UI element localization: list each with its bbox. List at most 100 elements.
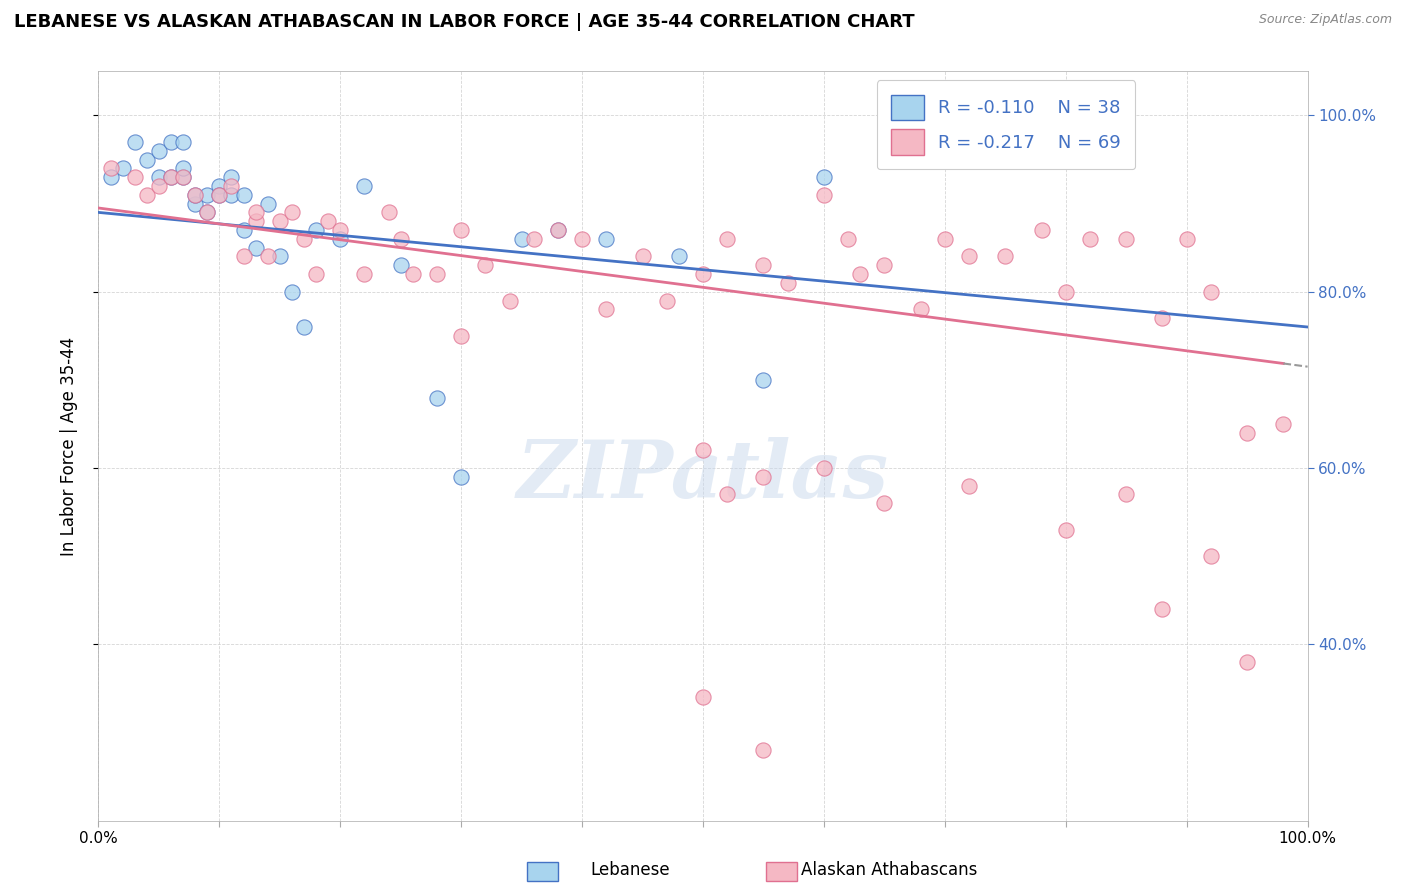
Point — [547, 223, 569, 237]
Point — [873, 496, 896, 510]
Point — [195, 187, 218, 202]
Point — [172, 135, 194, 149]
Point — [389, 258, 412, 272]
Point — [269, 214, 291, 228]
Point — [1115, 232, 1137, 246]
Point — [111, 161, 134, 176]
Point — [281, 285, 304, 299]
Point — [474, 258, 496, 272]
Point — [523, 232, 546, 246]
Point — [245, 241, 267, 255]
Legend: R = -0.110    N = 38, R = -0.217    N = 69: R = -0.110 N = 38, R = -0.217 N = 69 — [877, 80, 1135, 169]
Point — [1199, 285, 1222, 299]
Point — [595, 232, 617, 246]
Point — [450, 470, 472, 484]
Point — [232, 250, 254, 264]
Point — [1152, 311, 1174, 326]
Point — [292, 232, 315, 246]
Point — [716, 487, 738, 501]
Point — [208, 178, 231, 193]
Point — [692, 267, 714, 281]
Point — [316, 214, 339, 228]
Point — [450, 328, 472, 343]
Point — [221, 187, 243, 202]
Point — [776, 276, 799, 290]
Point — [135, 187, 157, 202]
Point — [1054, 523, 1077, 537]
Point — [172, 161, 194, 176]
Y-axis label: In Labor Force | Age 35-44: In Labor Force | Age 35-44 — [59, 336, 77, 556]
Point — [837, 232, 859, 246]
Point — [1175, 232, 1198, 246]
Point — [402, 267, 425, 281]
Point — [813, 170, 835, 185]
Point — [305, 267, 328, 281]
Point — [1152, 602, 1174, 616]
Point — [873, 258, 896, 272]
Text: Lebanese: Lebanese — [591, 861, 671, 879]
Point — [692, 443, 714, 458]
Point — [269, 250, 291, 264]
Point — [595, 302, 617, 317]
Point — [184, 187, 207, 202]
Point — [160, 170, 183, 185]
Point — [208, 187, 231, 202]
Point — [232, 223, 254, 237]
Point — [329, 223, 352, 237]
Point — [389, 232, 412, 246]
Point — [184, 187, 207, 202]
Point — [195, 205, 218, 219]
Point — [135, 153, 157, 167]
Point — [329, 232, 352, 246]
Point — [124, 135, 146, 149]
Point — [256, 196, 278, 211]
Point — [172, 170, 194, 185]
Point — [100, 161, 122, 176]
Point — [160, 135, 183, 149]
Point — [631, 250, 654, 264]
Point — [752, 373, 775, 387]
Point — [655, 293, 678, 308]
Text: LEBANESE VS ALASKAN ATHABASCAN IN LABOR FORCE | AGE 35-44 CORRELATION CHART: LEBANESE VS ALASKAN ATHABASCAN IN LABOR … — [14, 13, 915, 31]
Point — [1199, 549, 1222, 564]
Text: ZIPatlas: ZIPatlas — [517, 437, 889, 515]
Point — [752, 470, 775, 484]
Point — [245, 214, 267, 228]
Point — [934, 232, 956, 246]
Text: Source: ZipAtlas.com: Source: ZipAtlas.com — [1258, 13, 1392, 27]
Point — [100, 170, 122, 185]
Point — [571, 232, 593, 246]
Point — [910, 302, 932, 317]
Point — [668, 250, 690, 264]
Point — [813, 187, 835, 202]
Point — [377, 205, 399, 219]
Point — [221, 178, 243, 193]
Point — [1115, 487, 1137, 501]
Point — [1236, 425, 1258, 440]
Point — [692, 690, 714, 705]
Point — [184, 196, 207, 211]
Point — [752, 743, 775, 757]
Point — [195, 205, 218, 219]
Point — [450, 223, 472, 237]
Point — [426, 267, 449, 281]
Point — [232, 187, 254, 202]
Point — [1078, 232, 1101, 246]
Point — [1272, 417, 1295, 431]
Point — [281, 205, 304, 219]
Point — [256, 250, 278, 264]
Point — [1054, 285, 1077, 299]
Point — [994, 250, 1017, 264]
Point — [957, 250, 980, 264]
Point — [426, 391, 449, 405]
Point — [160, 170, 183, 185]
Point — [752, 258, 775, 272]
Point — [498, 293, 520, 308]
Point — [510, 232, 533, 246]
Point — [353, 267, 375, 281]
Point — [1031, 223, 1053, 237]
Point — [813, 461, 835, 475]
Point — [148, 144, 170, 158]
Point — [716, 232, 738, 246]
Point — [849, 267, 872, 281]
